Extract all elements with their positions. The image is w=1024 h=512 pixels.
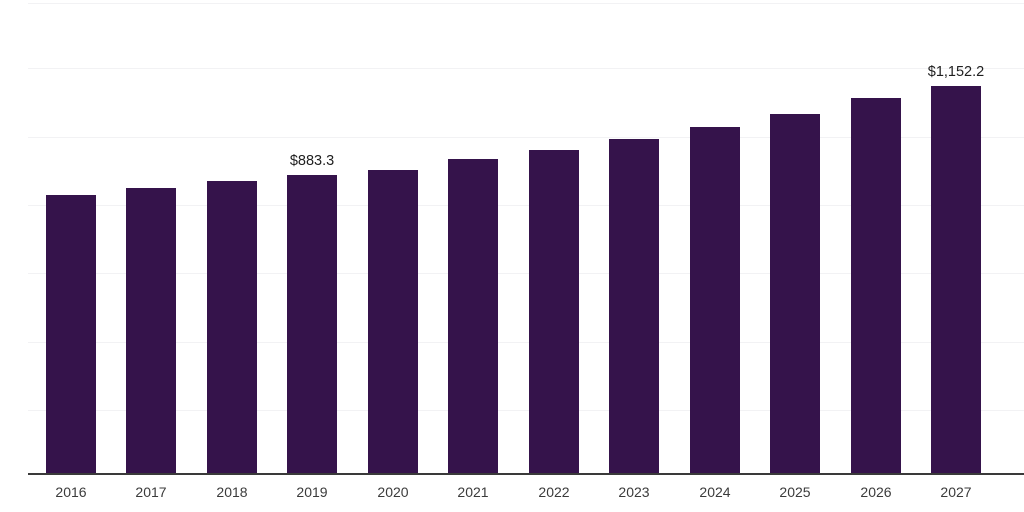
bar-value-label: $1,152.2 bbox=[927, 63, 985, 80]
bar-group-2020[interactable] bbox=[368, 170, 418, 473]
bar[interactable] bbox=[207, 181, 257, 473]
x-axis-label-2023: 2023 bbox=[618, 484, 650, 500]
bar[interactable] bbox=[126, 188, 176, 473]
x-axis-label-2022: 2022 bbox=[538, 484, 570, 500]
gridline bbox=[28, 68, 1024, 69]
bar[interactable] bbox=[46, 195, 96, 473]
x-axis-label-2016: 2016 bbox=[55, 484, 87, 500]
gridline bbox=[28, 273, 1024, 274]
bar-group-2024[interactable] bbox=[690, 127, 740, 473]
x-axis-label-2024: 2024 bbox=[699, 484, 731, 500]
bar-group-2023[interactable] bbox=[609, 139, 659, 473]
bar[interactable] bbox=[448, 159, 498, 473]
x-axis-label-2026: 2026 bbox=[860, 484, 892, 500]
bar-value-label: $883.3 bbox=[289, 152, 335, 169]
gridline bbox=[28, 342, 1024, 343]
bar[interactable] bbox=[287, 175, 337, 473]
bar-group-2019[interactable]: $883.3 bbox=[287, 153, 337, 473]
x-axis-label-2027: 2027 bbox=[940, 484, 972, 500]
x-axis-label-2018: 2018 bbox=[216, 484, 248, 500]
x-axis-label-2017: 2017 bbox=[135, 484, 167, 500]
x-axis-label-2020: 2020 bbox=[377, 484, 409, 500]
bar-group-2016[interactable] bbox=[46, 195, 96, 473]
x-axis-category-labels: 2016 2017 2018 2019 2020 2021 2022 2023 … bbox=[0, 474, 1024, 512]
bar[interactable] bbox=[931, 86, 981, 473]
gridline bbox=[28, 137, 1024, 138]
bar-group-2018[interactable] bbox=[207, 181, 257, 473]
bar-group-2026[interactable] bbox=[851, 98, 901, 473]
bars-layer: $883.3 $1 bbox=[46, 64, 984, 473]
gridline bbox=[28, 3, 1024, 4]
x-axis-label-2019: 2019 bbox=[296, 484, 328, 500]
bar[interactable] bbox=[770, 114, 820, 473]
bar-group-2025[interactable] bbox=[770, 114, 820, 473]
bar-group-2017[interactable] bbox=[126, 188, 176, 473]
bar-group-2022[interactable] bbox=[529, 150, 579, 473]
bar[interactable] bbox=[851, 98, 901, 473]
x-axis-label-2021: 2021 bbox=[457, 484, 489, 500]
x-axis-line bbox=[28, 473, 1024, 475]
bar[interactable] bbox=[529, 150, 579, 473]
gridline bbox=[28, 205, 1024, 206]
gridline bbox=[28, 410, 1024, 411]
bar[interactable] bbox=[690, 127, 740, 473]
bar[interactable] bbox=[368, 170, 418, 473]
plot-area bbox=[28, 3, 1024, 475]
bar-group-2021[interactable] bbox=[448, 159, 498, 473]
bar-group-2027[interactable]: $1,152.2 bbox=[928, 64, 984, 473]
x-axis-label-2025: 2025 bbox=[779, 484, 811, 500]
bar[interactable] bbox=[609, 139, 659, 473]
